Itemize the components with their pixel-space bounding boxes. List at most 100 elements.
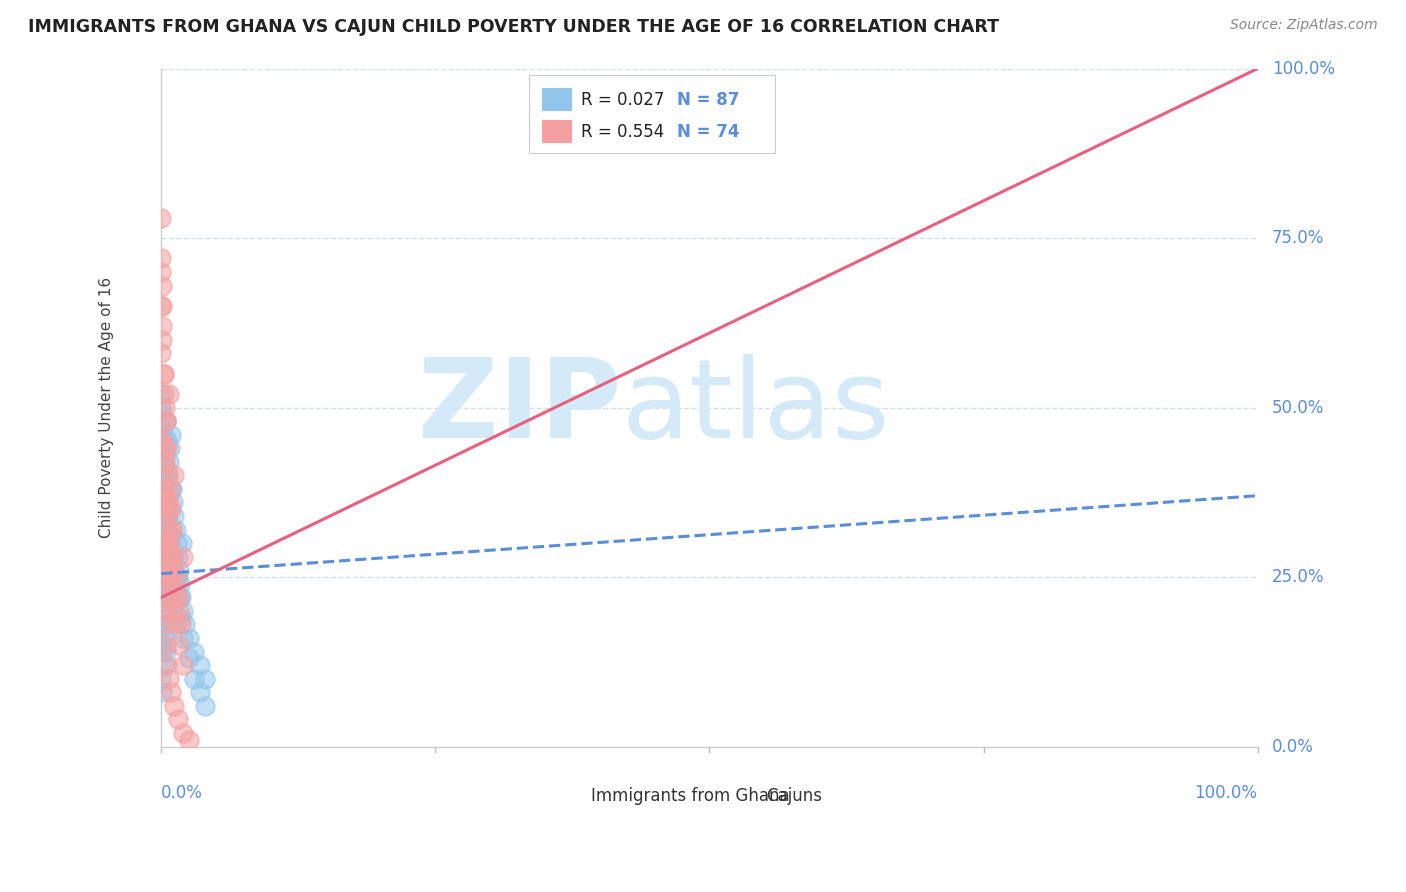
Point bbox=[172, 726, 194, 740]
Point bbox=[155, 638, 177, 652]
Point bbox=[150, 516, 173, 530]
Point bbox=[152, 455, 174, 469]
Point bbox=[177, 651, 200, 665]
Point bbox=[162, 549, 184, 564]
Point bbox=[153, 461, 176, 475]
Point bbox=[152, 455, 174, 469]
Point bbox=[183, 672, 205, 686]
Point bbox=[152, 482, 174, 496]
Point bbox=[150, 421, 173, 435]
Point bbox=[156, 508, 179, 523]
Point bbox=[156, 516, 179, 530]
Point bbox=[152, 536, 174, 550]
Text: 100.0%: 100.0% bbox=[1195, 784, 1257, 802]
Point bbox=[150, 536, 173, 550]
Point bbox=[194, 672, 217, 686]
Point bbox=[166, 591, 188, 605]
Point bbox=[157, 455, 180, 469]
Text: atlas: atlas bbox=[621, 354, 890, 461]
Point bbox=[152, 617, 174, 632]
Point bbox=[165, 583, 187, 598]
Point bbox=[150, 211, 173, 225]
Point bbox=[162, 523, 184, 537]
Point bbox=[150, 434, 173, 449]
Point bbox=[150, 591, 173, 605]
Point bbox=[152, 367, 174, 381]
Text: 100.0%: 100.0% bbox=[1272, 60, 1334, 78]
Point bbox=[150, 265, 173, 279]
Point bbox=[153, 502, 176, 516]
Point bbox=[152, 333, 174, 347]
Point bbox=[150, 252, 173, 266]
Point bbox=[155, 563, 177, 577]
Point bbox=[166, 536, 188, 550]
Point bbox=[153, 542, 176, 557]
Point bbox=[157, 672, 180, 686]
Point bbox=[153, 576, 176, 591]
Point bbox=[155, 529, 177, 543]
Bar bbox=[555, 787, 583, 804]
Point bbox=[167, 604, 190, 618]
Point bbox=[150, 299, 173, 313]
Point bbox=[162, 563, 184, 577]
Point bbox=[156, 523, 179, 537]
Text: Child Poverty Under the Age of 16: Child Poverty Under the Age of 16 bbox=[98, 277, 114, 538]
Point bbox=[167, 638, 190, 652]
Point bbox=[170, 591, 193, 605]
Point bbox=[152, 536, 174, 550]
Point bbox=[163, 549, 186, 564]
Point bbox=[152, 644, 174, 658]
Point bbox=[159, 482, 181, 496]
Point bbox=[162, 523, 184, 537]
Point bbox=[152, 299, 174, 313]
Bar bbox=[541, 88, 572, 112]
Point bbox=[157, 387, 180, 401]
Point bbox=[163, 698, 186, 713]
Point bbox=[159, 549, 181, 564]
Point bbox=[165, 570, 187, 584]
Point bbox=[160, 685, 183, 699]
Point bbox=[155, 502, 177, 516]
Text: R = 0.554: R = 0.554 bbox=[581, 122, 665, 141]
Point bbox=[156, 563, 179, 577]
Point bbox=[150, 468, 173, 483]
Point bbox=[165, 523, 187, 537]
Text: Immigrants from Ghana: Immigrants from Ghana bbox=[591, 787, 790, 805]
Point bbox=[156, 508, 179, 523]
Point bbox=[150, 387, 173, 401]
Point bbox=[152, 570, 174, 584]
Point bbox=[169, 576, 191, 591]
Point bbox=[183, 644, 205, 658]
Point bbox=[150, 427, 173, 442]
Point bbox=[155, 495, 177, 509]
Point bbox=[156, 610, 179, 624]
Point bbox=[170, 617, 193, 632]
Text: 25.0%: 25.0% bbox=[1272, 568, 1324, 586]
Point bbox=[167, 563, 190, 577]
Point bbox=[166, 570, 188, 584]
Point bbox=[150, 549, 173, 564]
Point bbox=[152, 482, 174, 496]
Point bbox=[162, 482, 184, 496]
Point bbox=[170, 610, 193, 624]
Point bbox=[157, 495, 180, 509]
Point bbox=[153, 441, 176, 455]
Point bbox=[152, 367, 174, 381]
Text: 0.0%: 0.0% bbox=[162, 784, 204, 802]
Point bbox=[152, 604, 174, 618]
Text: 50.0%: 50.0% bbox=[1272, 399, 1324, 417]
Point bbox=[165, 570, 187, 584]
Point bbox=[156, 536, 179, 550]
Bar bbox=[529, 76, 775, 153]
Point bbox=[162, 495, 184, 509]
Point bbox=[152, 407, 174, 421]
Point bbox=[159, 576, 181, 591]
Point bbox=[156, 468, 179, 483]
Point bbox=[172, 549, 194, 564]
Point bbox=[150, 672, 173, 686]
Point bbox=[152, 441, 174, 455]
Point bbox=[156, 489, 179, 503]
Point bbox=[152, 319, 174, 334]
Point bbox=[188, 658, 211, 673]
Point bbox=[172, 631, 194, 645]
